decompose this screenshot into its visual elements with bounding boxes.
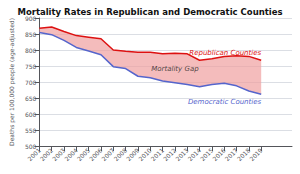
svg-text:2009: 2009	[125, 146, 141, 162]
svg-text:2008: 2008	[112, 146, 128, 162]
svg-text:2002: 2002	[38, 146, 54, 162]
svg-text:2018: 2018	[236, 146, 252, 162]
svg-text:500: 500	[24, 142, 37, 150]
svg-text:2015: 2015	[199, 146, 215, 162]
svg-text:800: 800	[25, 47, 37, 54]
svg-text:2001: 2001	[26, 146, 42, 162]
svg-text:650: 650	[25, 95, 37, 102]
svg-text:2010: 2010	[137, 146, 153, 162]
svg-text:2014: 2014	[186, 146, 202, 162]
svg-text:2012: 2012	[162, 146, 178, 162]
svg-text:Deaths per 100,000 people (age: Deaths per 100,000 people (age-adjusted)	[8, 18, 16, 146]
svg-text:900: 900	[24, 14, 37, 22]
svg-text:Mortality Gap: Mortality Gap	[151, 65, 199, 73]
svg-text:Democratic Counties: Democratic Counties	[188, 98, 262, 106]
svg-text:700: 700	[25, 79, 37, 86]
svg-text:2016: 2016	[211, 146, 227, 162]
svg-text:Mortality Rates in Republican: Mortality Rates in Republican and Democr…	[17, 7, 282, 17]
svg-text:2017: 2017	[223, 146, 239, 162]
svg-text:2019: 2019	[248, 146, 264, 162]
svg-text:550: 550	[25, 127, 37, 134]
svg-text:2005: 2005	[75, 146, 91, 162]
svg-text:2004: 2004	[63, 146, 79, 162]
svg-text:2003: 2003	[51, 146, 67, 162]
svg-text:850: 850	[25, 31, 37, 38]
svg-text:750: 750	[25, 63, 37, 70]
svg-text:600: 600	[25, 111, 37, 118]
svg-text:2007: 2007	[100, 146, 116, 162]
svg-text:2011: 2011	[149, 146, 165, 162]
svg-text:Republican Counties: Republican Counties	[189, 49, 261, 57]
svg-text:2013: 2013	[174, 146, 190, 162]
svg-text:2006: 2006	[88, 146, 104, 162]
